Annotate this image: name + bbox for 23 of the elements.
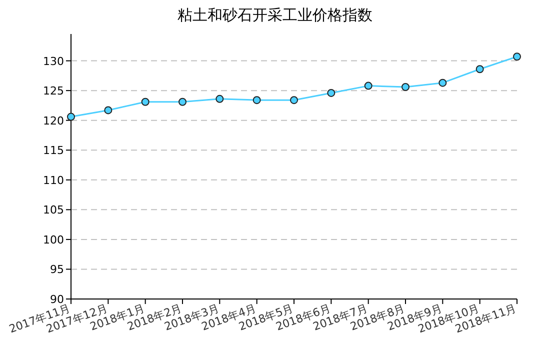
y-tick-label: 115 (43, 144, 64, 158)
y-tick-label: 95 (50, 263, 64, 276)
y-tick-label: 105 (43, 204, 64, 217)
y-tick-label: 100 (43, 233, 64, 246)
y-tick-label: 110 (43, 174, 64, 187)
point (364, 82, 372, 90)
point (178, 98, 186, 106)
point (402, 83, 410, 91)
point (290, 96, 298, 104)
y-tick-label: 120 (43, 114, 64, 128)
point (216, 94, 224, 103)
point (476, 65, 484, 74)
y-tick-label: 125 (43, 84, 64, 98)
y-tick-label: 130 (43, 54, 64, 68)
point (252, 96, 261, 104)
chart-title: 粘土和砂石开采工业价格指数 (178, 6, 372, 24)
point (67, 112, 75, 121)
point (141, 98, 150, 106)
point (438, 78, 447, 87)
point (513, 52, 521, 61)
point (104, 106, 112, 114)
point (327, 88, 336, 97)
y-tick-label: 90 (50, 293, 64, 306)
